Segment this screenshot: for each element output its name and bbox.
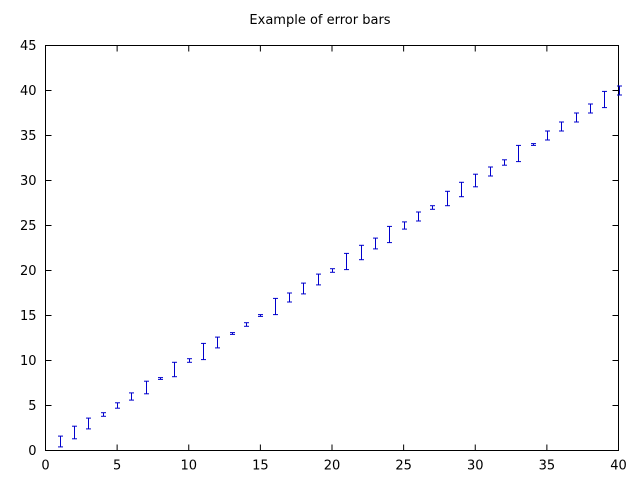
error-bar	[502, 159, 507, 166]
x-tick-label: 10	[180, 459, 197, 474]
error-bar	[129, 392, 134, 401]
y-tick-label: 20	[20, 264, 37, 279]
x-tick-label: 35	[539, 459, 556, 474]
error-bar	[488, 166, 493, 177]
error-bar	[86, 417, 91, 430]
error-bar	[430, 205, 435, 210]
error-bar	[330, 268, 335, 273]
error-bar	[344, 252, 349, 271]
error-bar	[588, 103, 593, 114]
x-tick-label: 30	[467, 459, 484, 474]
plot-frame	[45, 45, 619, 451]
y-tick-label: 40	[20, 84, 37, 99]
y-tick-label: 5	[28, 399, 36, 414]
error-bar	[473, 173, 478, 188]
error-bar	[359, 244, 364, 261]
error-bar	[402, 221, 407, 230]
error-bar	[58, 435, 63, 448]
error-bar	[301, 282, 306, 295]
y-tick-label: 45	[20, 39, 37, 54]
error-bar	[273, 297, 278, 316]
error-bar	[187, 358, 192, 363]
error-bar	[158, 377, 163, 380]
y-tick-label: 35	[20, 129, 37, 144]
error-bar	[258, 314, 263, 317]
error-bar	[316, 273, 321, 286]
error-bar	[287, 292, 292, 303]
x-tick-label: 40	[610, 459, 627, 474]
error-bar	[459, 181, 464, 198]
x-tick-label: 0	[41, 459, 49, 474]
y-tick-label: 0	[28, 444, 36, 459]
error-bar	[416, 211, 421, 222]
x-tick-label: 5	[113, 459, 121, 474]
x-tick-label: 15	[252, 459, 269, 474]
y-tick-label: 30	[20, 174, 37, 189]
error-bar	[115, 402, 120, 409]
chart-title: Example of error bars	[249, 13, 391, 28]
y-tick-label: 10	[20, 354, 37, 369]
error-bar	[559, 121, 564, 132]
error-bar	[72, 425, 77, 440]
error-bar	[101, 412, 106, 417]
error-bar	[545, 130, 550, 141]
y-tick-label: 15	[20, 309, 37, 324]
error-bar	[201, 342, 206, 361]
error-bar	[373, 237, 378, 250]
x-tick-label: 25	[395, 459, 412, 474]
error-bar	[387, 225, 392, 244]
error-bar	[445, 190, 450, 207]
error-bar	[172, 361, 177, 378]
error-bar	[574, 112, 579, 123]
error-bar	[531, 143, 536, 146]
error-bar	[215, 336, 220, 349]
y-tick-label: 25	[20, 219, 37, 234]
error-bar	[516, 144, 521, 163]
error-bar	[230, 332, 235, 335]
error-bar	[244, 322, 249, 327]
error-bar	[602, 90, 607, 109]
x-tick-label: 20	[324, 459, 341, 474]
error-bar	[144, 380, 149, 395]
error-bar	[617, 85, 622, 96]
